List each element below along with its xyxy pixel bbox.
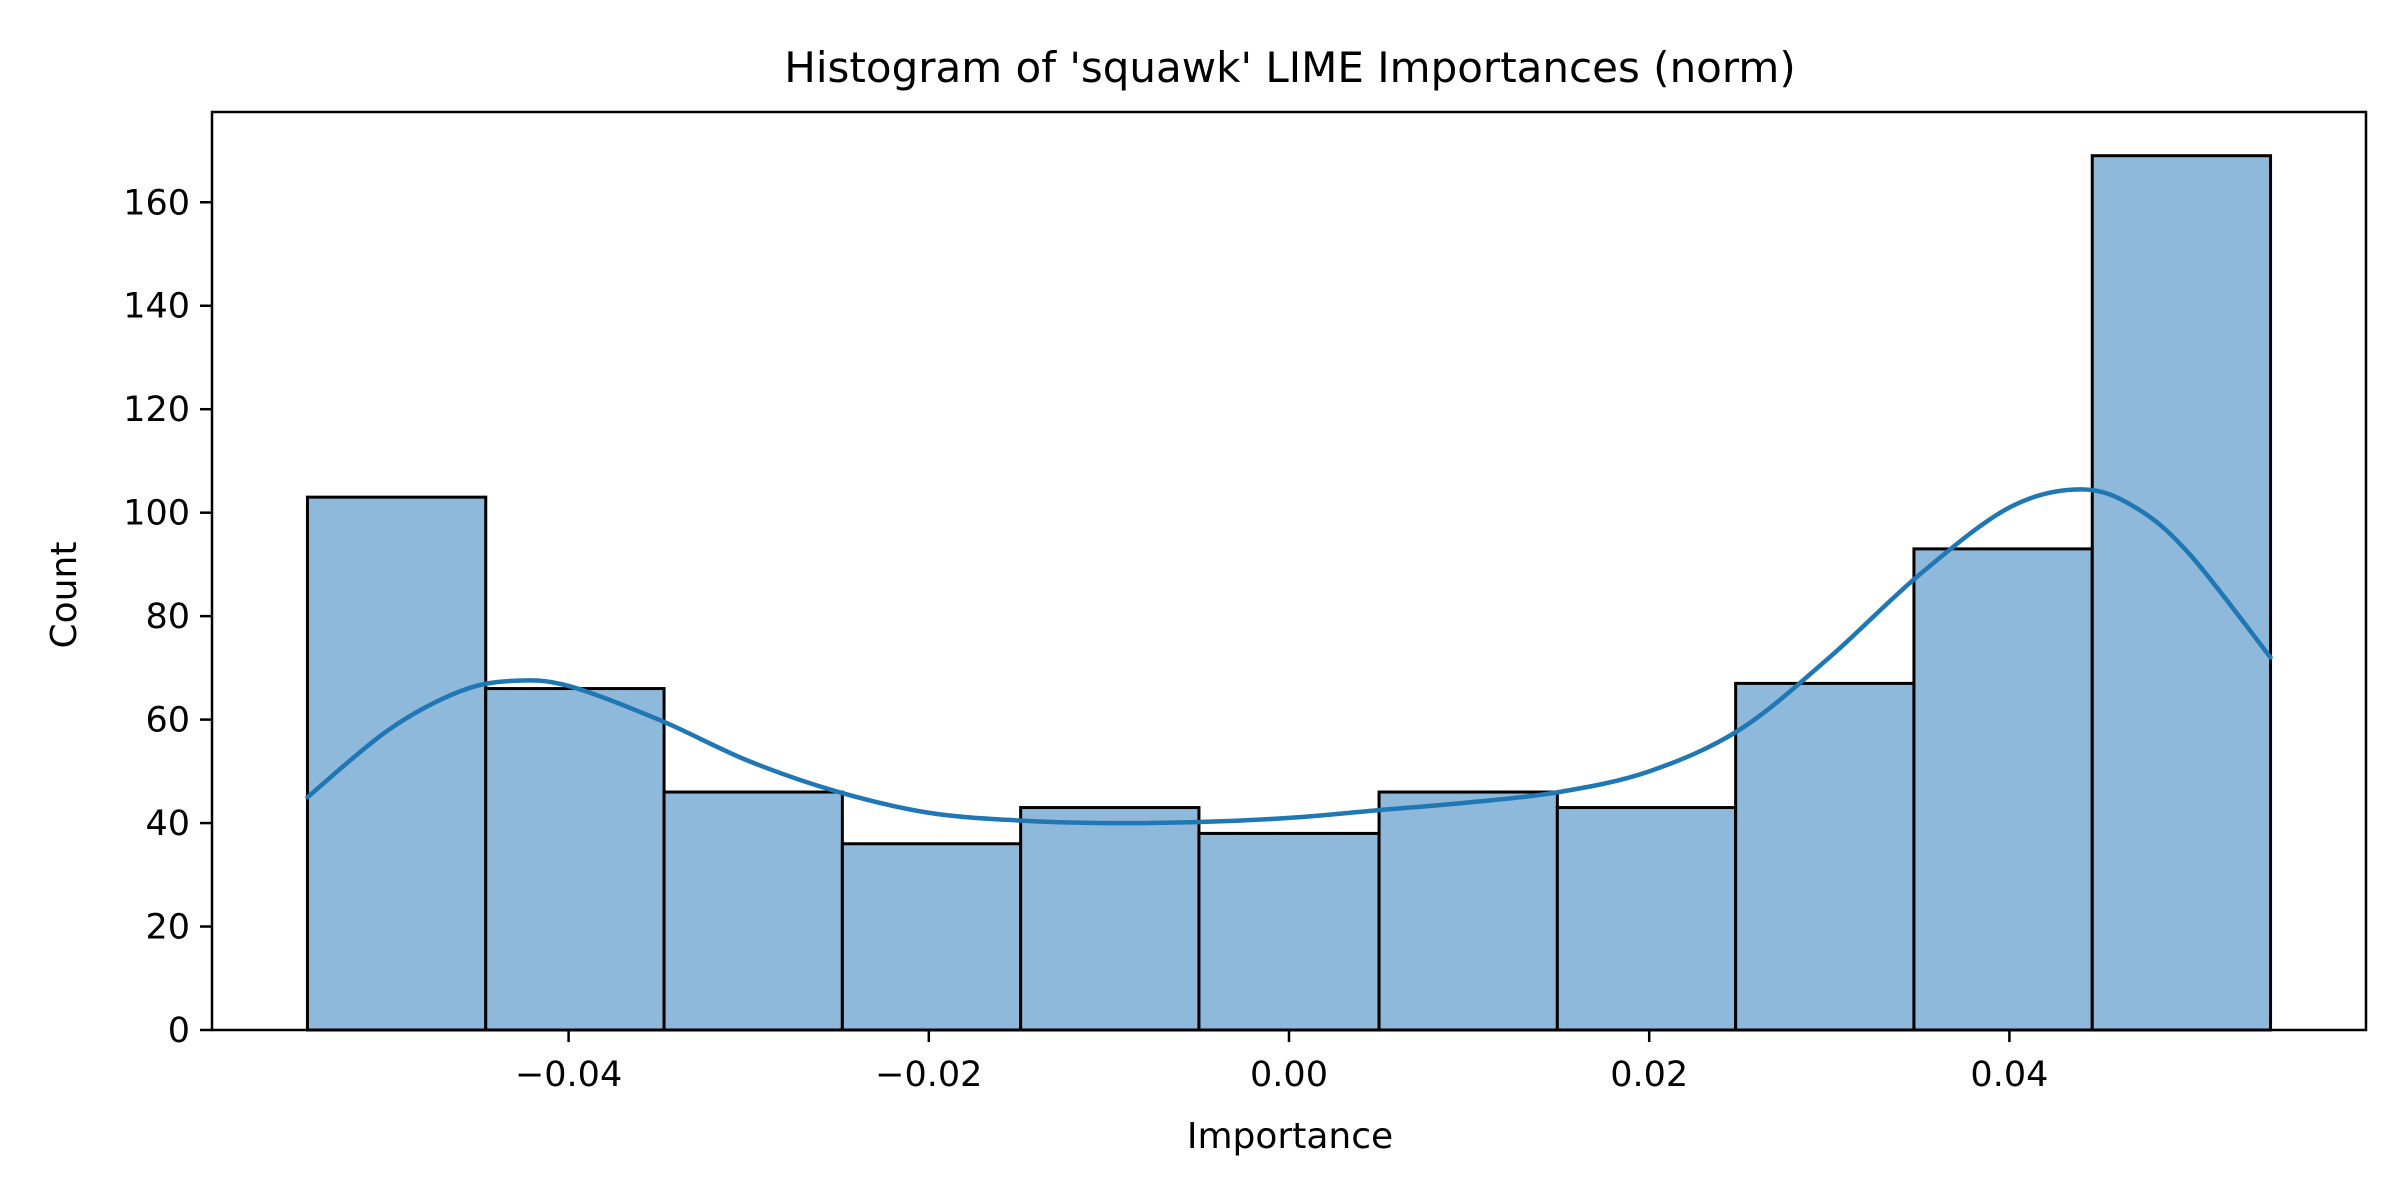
- histogram-bar: [662, 790, 844, 1032]
- histogram-bar: [1197, 831, 1381, 1032]
- histogram-bar: [1555, 806, 1738, 1032]
- x-tick-label: 0.04: [1970, 1055, 2048, 1095]
- y-tick-label: 40: [145, 804, 190, 844]
- histogram-bar: [1019, 806, 1201, 1032]
- y-tick-label: 160: [123, 183, 190, 223]
- histogram-bar: [484, 687, 666, 1032]
- plot-frame: [210, 110, 2368, 1032]
- x-tick-label: −0.04: [515, 1055, 622, 1095]
- histogram-bar: [1912, 547, 2094, 1032]
- chart-title: Histogram of 'squawk' LIME Importances (…: [784, 43, 1795, 92]
- y-tick-label: 100: [123, 494, 190, 534]
- x-axis-ticks: −0.04 −0.02 0.00 0.02 0.04: [515, 1030, 2048, 1095]
- y-tick-label: 60: [145, 701, 190, 741]
- y-tick-label: 0: [168, 1011, 190, 1051]
- y-axis-ticks: 0 20 40 60 80 100 120 140 160: [123, 183, 212, 1051]
- y-tick-label: 80: [145, 597, 190, 637]
- x-tick-label: −0.02: [875, 1055, 982, 1095]
- histogram-bar: [1377, 790, 1559, 1032]
- y-tick-label: 140: [123, 287, 190, 327]
- histogram-bar: [305, 495, 488, 1032]
- kde-curve: [305, 487, 2273, 826]
- histogram-bar: [1734, 681, 1916, 1032]
- x-tick-label: 0.02: [1610, 1055, 1688, 1095]
- y-tick-label: 120: [123, 390, 190, 430]
- histogram-bar: [840, 842, 1023, 1032]
- histogram-bar: [2090, 154, 2273, 1032]
- y-axis-label: Count: [44, 542, 85, 649]
- x-tick-label: 0.00: [1250, 1055, 1328, 1095]
- x-axis-label: Importance: [1187, 1116, 1393, 1157]
- y-tick-label: 20: [145, 908, 190, 948]
- histogram-bars: [305, 154, 2273, 1032]
